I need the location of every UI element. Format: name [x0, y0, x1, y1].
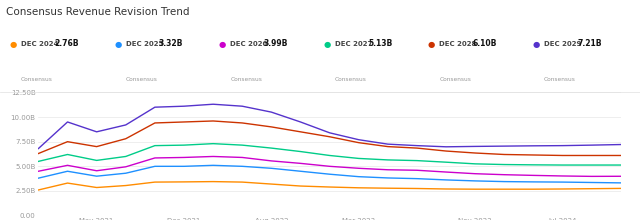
Text: ●: ●	[219, 40, 226, 48]
Text: ●: ●	[428, 40, 435, 48]
Text: Consensus: Consensus	[544, 77, 575, 82]
Text: 3.99B: 3.99B	[264, 40, 288, 48]
Text: Consensus: Consensus	[125, 77, 157, 82]
Text: 7.21B: 7.21B	[577, 40, 602, 48]
Text: DEC 2024: DEC 2024	[21, 41, 59, 47]
Text: Consensus: Consensus	[439, 77, 471, 82]
Text: DEC 2026: DEC 2026	[230, 41, 268, 47]
Text: DEC 2027: DEC 2027	[335, 41, 372, 47]
Text: ●: ●	[10, 40, 17, 48]
Text: Consensus: Consensus	[230, 77, 262, 82]
Text: 6.10B: 6.10B	[472, 40, 497, 48]
Text: DEC 2028: DEC 2028	[439, 41, 477, 47]
Text: DEC 2025: DEC 2025	[125, 41, 163, 47]
Text: Consensus: Consensus	[21, 77, 53, 82]
Text: Consensus Revenue Revision Trend: Consensus Revenue Revision Trend	[6, 7, 190, 16]
Text: 5.13B: 5.13B	[368, 40, 392, 48]
Text: ●: ●	[323, 40, 330, 48]
Text: 3.32B: 3.32B	[159, 40, 183, 48]
Text: DEC 2029: DEC 2029	[544, 41, 581, 47]
Text: ●: ●	[114, 40, 122, 48]
Text: ●: ●	[532, 40, 540, 48]
Text: Consensus: Consensus	[335, 77, 367, 82]
Text: 2.76B: 2.76B	[54, 40, 79, 48]
